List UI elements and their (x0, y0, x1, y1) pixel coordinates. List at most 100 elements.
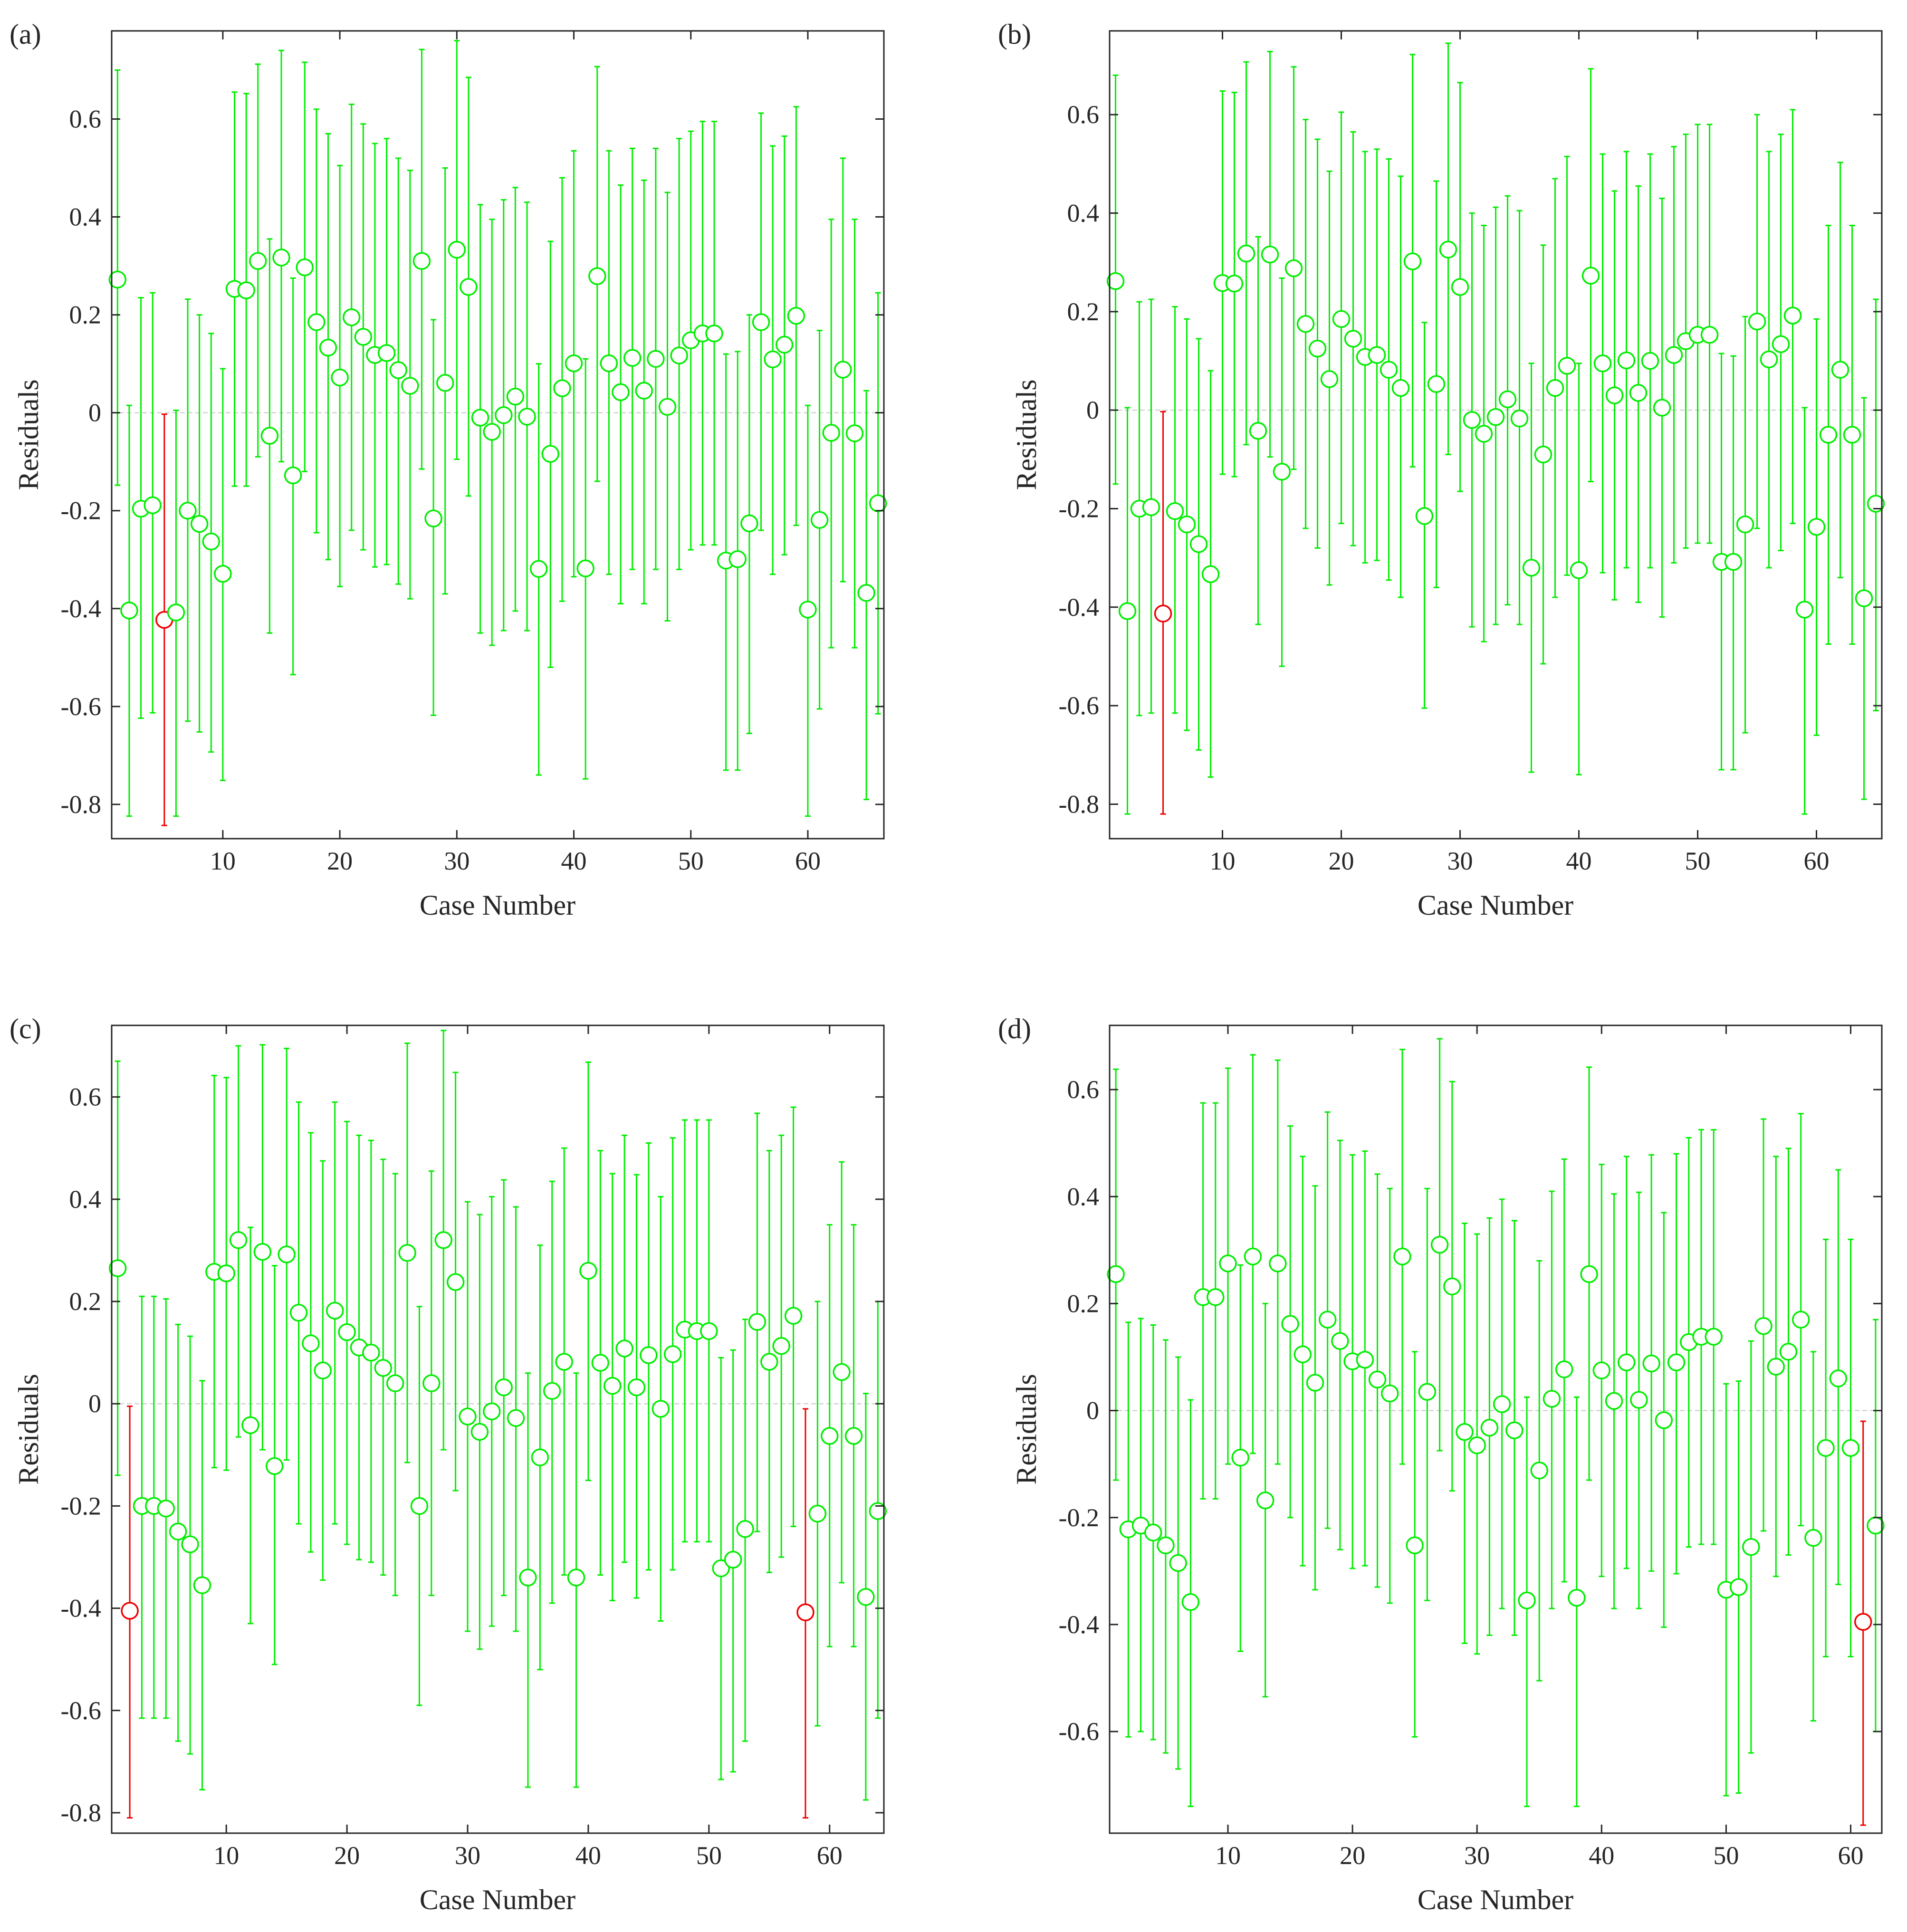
panel-c-case-18-errorbar (314, 1160, 332, 1581)
panel-c-case-31-errorbar (470, 1214, 489, 1650)
panel-b-case-54-errorbar (1736, 316, 1754, 734)
panel-b-case-60-errorbar (1807, 318, 1826, 736)
panel-a-case-59-errorbar (787, 106, 805, 526)
panel-c-case-15-errorbar (278, 1047, 296, 1461)
panel-d-case-46-residual-marker (1667, 1353, 1686, 1372)
panel-d-case-53-errorbar (1754, 1118, 1773, 1532)
panel-c-case-44-residual-marker (627, 1378, 646, 1396)
panel-c-case-23-residual-marker (374, 1359, 393, 1377)
panel-a-case-21-residual-marker (342, 308, 361, 326)
panel-d-y-tick-label: -0.2 (1059, 1503, 1099, 1532)
panel-c-case-45-residual-marker (640, 1346, 658, 1364)
panel-c-case-40-errorbar (579, 1061, 597, 1482)
panel-d-case-41-residual-marker (1605, 1392, 1623, 1410)
panel-d-case-43-errorbar (1630, 1191, 1648, 1609)
panel-a-case-10-residual-marker (214, 564, 232, 583)
panel-c-case-16-errorbar (289, 1101, 308, 1525)
panel-c-case-61-residual-marker (833, 1363, 851, 1381)
panel-b-case-20-errorbar (1332, 111, 1351, 525)
panel-d-case-11-residual-marker (1231, 1448, 1249, 1467)
panel-c-case-62-residual-marker (844, 1427, 863, 1445)
panel-c-case-47-residual-marker (663, 1345, 682, 1363)
panel-c-case-51-errorbar (712, 1357, 730, 1780)
panel-a-case-35-errorbar (506, 187, 525, 612)
panel-a-case-8-errorbar (190, 314, 209, 733)
panel-b-case-28-errorbar (1427, 180, 1446, 588)
panel-b-case-12-errorbar (1237, 61, 1255, 446)
panel-b-case-35-errorbar (1510, 210, 1529, 625)
panel-c-case-57-errorbar (784, 1106, 803, 1527)
panel-c-case-34-residual-marker (507, 1409, 525, 1427)
panel-b-case-5-residual-marker (1154, 604, 1172, 623)
panel-b-case-17-errorbar (1296, 119, 1315, 529)
panel-d-case-23-residual-marker (1380, 1384, 1399, 1403)
panel-d-y-tick-label: -0.4 (1059, 1610, 1099, 1639)
panel-a-case-14-errorbar (260, 238, 279, 634)
panel-a-case-25-errorbar (389, 157, 407, 585)
panel-c-case-17-errorbar (302, 1132, 320, 1553)
panel-a-label: (a) (10, 19, 41, 50)
panel-c-case-41-errorbar (591, 1150, 610, 1576)
panel-b-case-6-errorbar (1166, 306, 1184, 714)
panel-d-case-21-residual-marker (1356, 1350, 1374, 1369)
panel-c-case-10-errorbar (217, 1077, 235, 1471)
panel-a-case-19-residual-marker (319, 338, 337, 357)
panel-a-case-16-errorbar (284, 277, 302, 676)
panel-d-case-31-residual-marker (1480, 1418, 1499, 1437)
panel-a-case-43-errorbar (600, 150, 618, 575)
panel-a-case-38-errorbar (541, 240, 560, 668)
panel-d-case-8-errorbar (1194, 1102, 1212, 1500)
panel-b-case-2-errorbar (1118, 407, 1137, 815)
panel-b-case-36-errorbar (1522, 363, 1541, 773)
panel-b-case-53-residual-marker (1724, 553, 1743, 571)
panel-a-case-34-residual-marker (495, 406, 513, 424)
panel-b-label: (b) (998, 19, 1031, 50)
panel-c-case-52-errorbar (724, 1349, 742, 1773)
panel-d-case-39-residual-marker (1580, 1265, 1598, 1283)
panel-c-case-52-residual-marker (724, 1550, 742, 1569)
panel-d-case-30-errorbar (1468, 1233, 1486, 1655)
panel-c-case-30-residual-marker (459, 1407, 477, 1425)
panel-a-case-41-residual-marker (576, 559, 594, 578)
panel-d-label: (d) (998, 1013, 1031, 1044)
panel-a-x-tick-label: 40 (561, 847, 587, 875)
panel-b-case-61-residual-marker (1819, 426, 1838, 444)
panel-d-case-34-errorbar (1518, 1396, 1536, 1808)
panel-d-case-28-residual-marker (1443, 1277, 1461, 1296)
panel-b-case-43-errorbar (1605, 190, 1624, 601)
panel-a-case-31-errorbar (460, 77, 478, 497)
panel-c-case-7-residual-marker (181, 1535, 199, 1553)
panel-c-case-59-errorbar (808, 1301, 827, 1727)
panel-d-case-22-residual-marker (1368, 1370, 1387, 1389)
panel-a-case-39-errorbar (553, 177, 571, 602)
panel-c-case-14-residual-marker (266, 1457, 284, 1475)
panel-d-case-5-errorbar (1157, 1339, 1175, 1754)
panel-d-case-48-errorbar (1692, 1129, 1710, 1545)
panel-b-case-64-residual-marker (1855, 589, 1873, 607)
panel-d-case-61-residual-marker (1854, 1613, 1872, 1631)
panel-c-case-37-residual-marker (543, 1382, 561, 1400)
panel-c-case-8-errorbar (193, 1380, 211, 1791)
panel-b-case-37-errorbar (1534, 244, 1552, 665)
panel-a-case-49-errorbar (670, 138, 688, 570)
panel-c-case-22-errorbar (362, 1139, 380, 1563)
panel-d-case-36-errorbar (1543, 1190, 1561, 1609)
panel-b-case-4-residual-marker (1142, 498, 1160, 516)
panel-b-y-tick-label: 0 (1086, 396, 1099, 424)
panel-c-case-36-errorbar (531, 1244, 549, 1671)
panel-b-case-54-residual-marker (1736, 515, 1754, 534)
panel-a-case-7-residual-marker (179, 501, 197, 520)
panel-b-case-56-errorbar (1760, 151, 1778, 569)
panel-b-y-tick-label: -0.6 (1059, 691, 1099, 720)
panel-a-case-2-residual-marker (120, 602, 138, 620)
panel-d-case-32-residual-marker (1493, 1395, 1511, 1413)
panel-a-case-45-errorbar (623, 147, 642, 570)
panel-d-case-28-errorbar (1443, 1081, 1461, 1492)
panel-d-x-tick-label: 50 (1713, 1841, 1739, 1870)
panel-c-case-27-errorbar (422, 1170, 441, 1597)
panel-b-case-30-residual-marker (1451, 278, 1469, 296)
panel-c-case-37-errorbar (543, 1180, 561, 1604)
panel-a-case-57-errorbar (764, 145, 782, 575)
panel-d-x-tick-label: 10 (1215, 1841, 1241, 1870)
panel-c-case-26-errorbar (410, 1306, 429, 1706)
